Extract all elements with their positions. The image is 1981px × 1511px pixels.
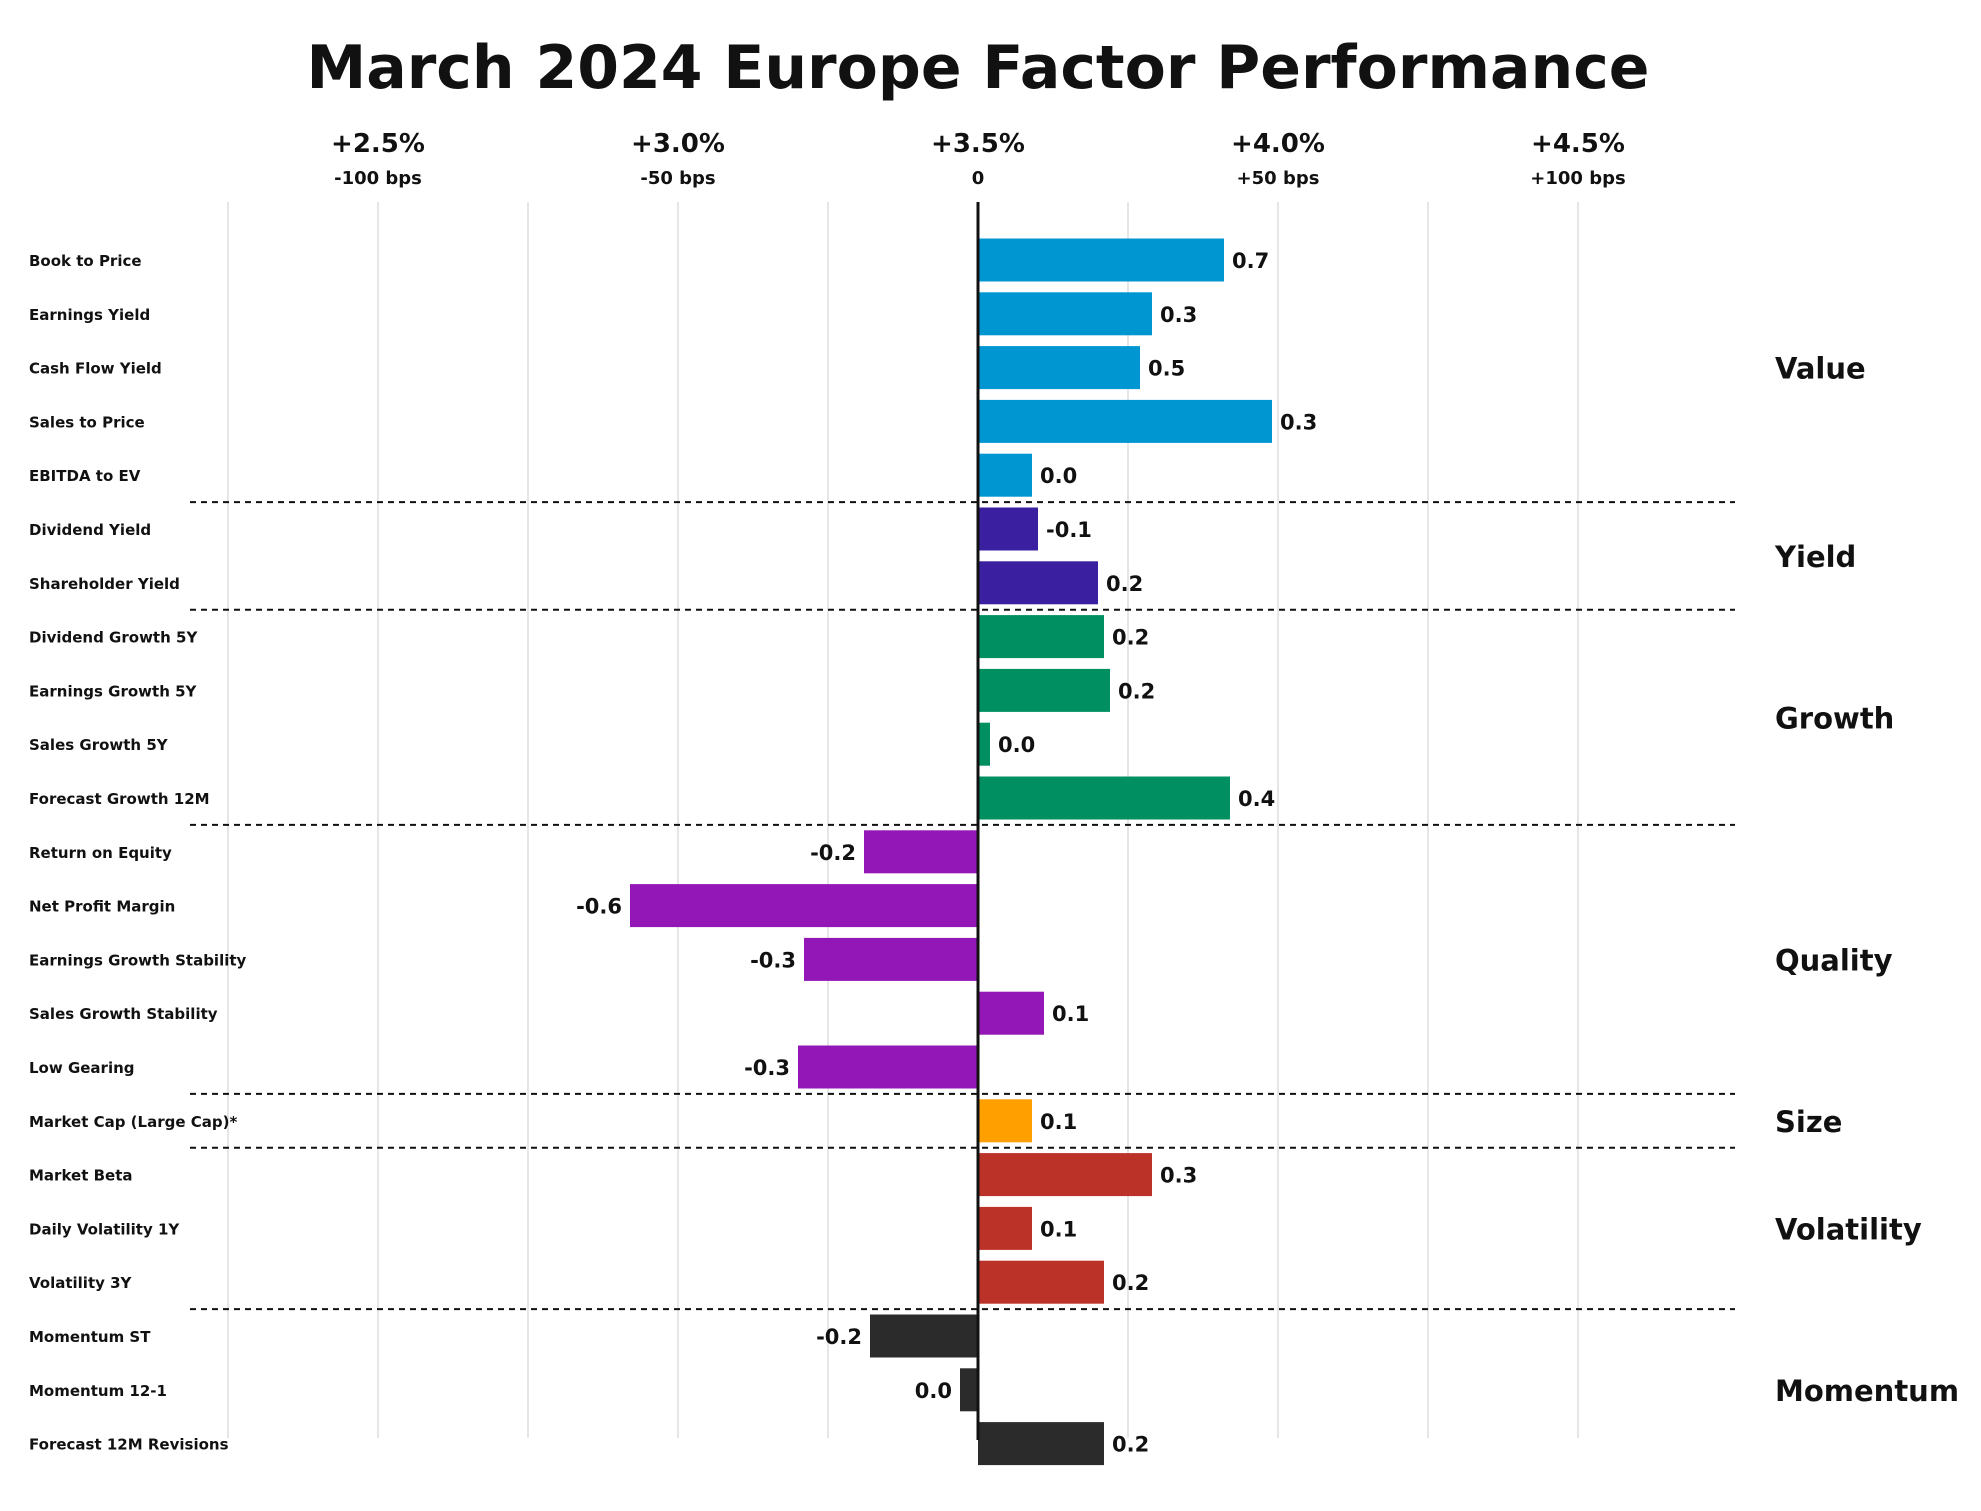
bar	[870, 1314, 978, 1358]
bar	[960, 1368, 978, 1412]
category-label: Low Gearing	[29, 1059, 135, 1077]
data-value-label: 0.0	[1040, 464, 1077, 488]
x-tick-label: +4.5%	[1531, 129, 1625, 159]
category-label: Volatility 3Y	[29, 1274, 133, 1292]
group-label: Quality	[1775, 943, 1893, 977]
gridlines	[227, 202, 1579, 1438]
category-label: Dividend Yield	[29, 521, 151, 539]
category-label: Earnings Yield	[29, 306, 150, 324]
data-value-label: 0.3	[1160, 1164, 1197, 1188]
bar	[864, 830, 978, 874]
x-tick-label: +4.0%	[1231, 129, 1325, 159]
x-axis-ticks: +2.5% -100 bps +3.0% -50 bps +3.5% 0 +4.0% +50 …	[331, 129, 1626, 189]
x-tick-sublabel: +100 bps	[1530, 168, 1625, 189]
bar	[978, 1422, 1104, 1466]
data-value-label: 0.1	[1040, 1217, 1077, 1241]
category-label: Book to Price	[29, 252, 142, 270]
bar	[798, 1045, 978, 1089]
data-value-label: 0.0	[915, 1379, 952, 1403]
category-label: Shareholder Yield	[29, 575, 180, 593]
bar	[978, 1206, 1032, 1250]
group-label: Volatility	[1775, 1212, 1922, 1246]
category-label: Sales Growth 5Y	[29, 736, 169, 754]
category-label: Momentum 12-1	[29, 1382, 167, 1400]
data-value-label: 0.2	[1106, 572, 1143, 596]
group-label: Momentum	[1775, 1374, 1959, 1408]
group-label: Size	[1775, 1105, 1842, 1139]
chart-title: March 2024 Europe Factor Performance	[307, 33, 1650, 103]
data-value-label: 0.2	[1112, 1271, 1149, 1295]
bar	[804, 937, 978, 981]
x-tick-sublabel: 0	[972, 168, 985, 189]
category-label: Dividend Growth 5Y	[29, 629, 198, 647]
data-value-label: 0.2	[1112, 626, 1149, 650]
data-value-label: -0.3	[750, 948, 796, 972]
category-label: Net Profit Margin	[29, 898, 175, 916]
data-value-label: 0.3	[1280, 410, 1317, 434]
bar	[978, 991, 1044, 1035]
bar	[978, 1099, 1032, 1143]
data-value-label: 0.1	[1052, 1002, 1089, 1026]
group-label: Growth	[1775, 701, 1894, 735]
data-value-label: 0.2	[1118, 679, 1155, 703]
bars	[630, 238, 1272, 1466]
bar	[978, 507, 1038, 551]
x-tick-sublabel: -50 bps	[640, 168, 715, 189]
x-tick-sublabel: +50 bps	[1237, 168, 1320, 189]
data-value-label: -0.2	[816, 1325, 862, 1349]
data-value-label: -0.3	[744, 1056, 790, 1080]
bar	[978, 292, 1152, 336]
bar	[630, 884, 978, 928]
category-label: Cash Flow Yield	[29, 360, 162, 378]
category-label: Sales to Price	[29, 413, 145, 431]
category-label: EBITDA to EV	[29, 467, 141, 485]
data-value-label: 0.3	[1160, 303, 1197, 327]
bar	[978, 1153, 1152, 1197]
category-label: Sales Growth Stability	[29, 1005, 218, 1023]
bar	[978, 722, 990, 766]
data-value-label: 0.1	[1040, 1110, 1077, 1134]
bar	[978, 238, 1224, 282]
data-value-label: -0.2	[810, 841, 856, 865]
bar	[978, 668, 1110, 712]
data-value-label: 0.5	[1148, 357, 1185, 381]
group-label: Yield	[1774, 540, 1856, 574]
data-value-label: 0.2	[1112, 1433, 1149, 1457]
x-tick-label: +3.5%	[931, 129, 1025, 159]
category-label: Earnings Growth 5Y	[29, 682, 198, 700]
category-label: Forecast 12M Revisions	[29, 1436, 229, 1454]
x-tick-sublabel: -100 bps	[334, 168, 422, 189]
bar	[978, 561, 1098, 605]
data-value-label: -0.6	[576, 895, 622, 919]
bar	[978, 776, 1230, 820]
x-tick-label: +3.0%	[631, 129, 725, 159]
category-label: Daily Volatility 1Y	[29, 1220, 180, 1238]
category-label: Momentum ST	[29, 1328, 151, 1346]
bar	[978, 615, 1104, 659]
data-value-label: 0.4	[1238, 787, 1275, 811]
x-tick-label: +2.5%	[331, 129, 425, 159]
category-label: Earnings Growth Stability	[29, 951, 247, 969]
group-separators	[190, 501, 1735, 1311]
category-label: Market Cap (Large Cap)*	[29, 1113, 237, 1131]
bar	[978, 399, 1272, 443]
category-label: Market Beta	[29, 1167, 132, 1185]
data-value-label: 0.7	[1232, 249, 1269, 273]
bar	[978, 1260, 1104, 1304]
group-label: Value	[1775, 352, 1866, 386]
category-label: Forecast Growth 12M	[29, 790, 210, 808]
category-labels: Book to Price Earnings Yield Cash Flow Yie…	[29, 252, 247, 1454]
bar	[978, 453, 1032, 497]
data-value-label: -0.1	[1046, 518, 1092, 542]
data-value-label: 0.0	[998, 733, 1035, 757]
value-labels: 0.7 0.3 0.5 0.3 0.0 -0.1 0.2 0.2 0.2 0.0 0.4 -0.2 -0…	[576, 249, 1317, 1457]
group-labels: Value Yield Growth Quality Size Volatility Mom…	[1774, 352, 1959, 1408]
bar	[978, 346, 1140, 390]
category-label: Return on Equity	[29, 844, 172, 862]
